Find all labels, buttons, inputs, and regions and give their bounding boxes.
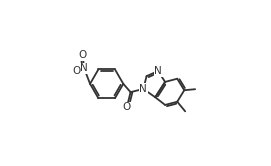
Text: N: N bbox=[140, 84, 147, 94]
Text: N: N bbox=[154, 66, 162, 76]
Text: O: O bbox=[72, 66, 80, 76]
Text: N: N bbox=[80, 63, 88, 74]
Text: O: O bbox=[79, 50, 87, 60]
Text: O: O bbox=[122, 102, 131, 113]
